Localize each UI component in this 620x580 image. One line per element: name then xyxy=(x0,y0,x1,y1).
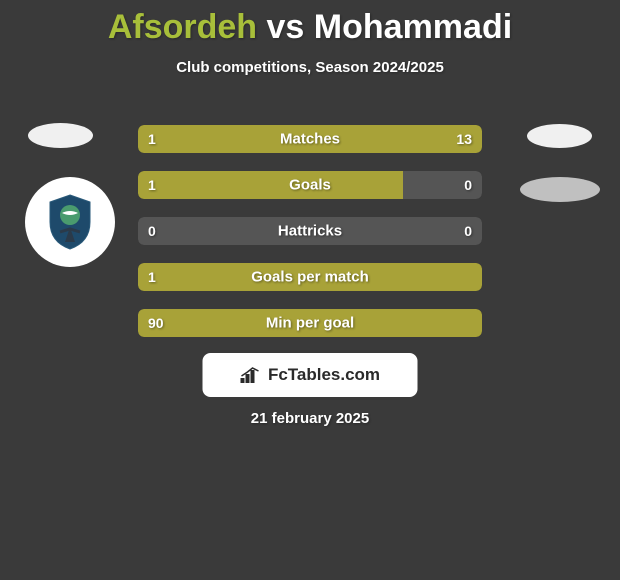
bar-value-left: 1 xyxy=(148,269,156,285)
bar-value-left: 0 xyxy=(148,223,156,239)
stat-bar-row: 1 Goals per match xyxy=(138,263,482,291)
comparison-title: Afsordeh vs Mohammadi xyxy=(0,0,620,47)
title-player1: Afsordeh xyxy=(108,8,257,46)
date-label: 21 february 2025 xyxy=(251,410,369,427)
stat-bar-row: 1 0 Goals xyxy=(138,171,482,199)
chart-icon xyxy=(240,366,262,384)
subtitle: Club competitions, Season 2024/2025 xyxy=(0,59,620,76)
bar-value-right: 13 xyxy=(456,131,472,147)
title-player2: Mohammadi xyxy=(314,8,512,46)
stat-bar-row: 1 13 Matches xyxy=(138,125,482,153)
bar-label: Goals xyxy=(289,177,331,194)
player2-club-badge-icon xyxy=(520,177,600,202)
bar-value-left: 90 xyxy=(148,315,164,331)
player1-club-badge-icon xyxy=(25,177,115,267)
bar-segment-left xyxy=(138,171,403,199)
bar-label: Matches xyxy=(280,131,340,148)
bar-label: Goals per match xyxy=(251,269,369,286)
stat-bar-row: 0 0 Hattricks xyxy=(138,217,482,245)
title-vs: vs xyxy=(267,8,305,46)
bar-segment-right xyxy=(203,125,482,153)
bar-value-right: 0 xyxy=(464,223,472,239)
bar-value-left: 1 xyxy=(148,131,156,147)
bar-label: Min per goal xyxy=(266,315,354,332)
bar-label: Hattricks xyxy=(278,223,342,240)
player1-flag-icon xyxy=(28,123,93,148)
brand-text: FcTables.com xyxy=(268,365,380,385)
brand-footer: FcTables.com xyxy=(203,353,418,397)
bar-value-right: 0 xyxy=(464,177,472,193)
player2-flag-icon xyxy=(527,124,592,148)
bar-value-left: 1 xyxy=(148,177,156,193)
stats-bars: 1 13 Matches 1 0 Goals 0 0 Hattricks 1 Goals per m… xyxy=(138,125,482,355)
stat-bar-row: 90 Min per goal xyxy=(138,309,482,337)
